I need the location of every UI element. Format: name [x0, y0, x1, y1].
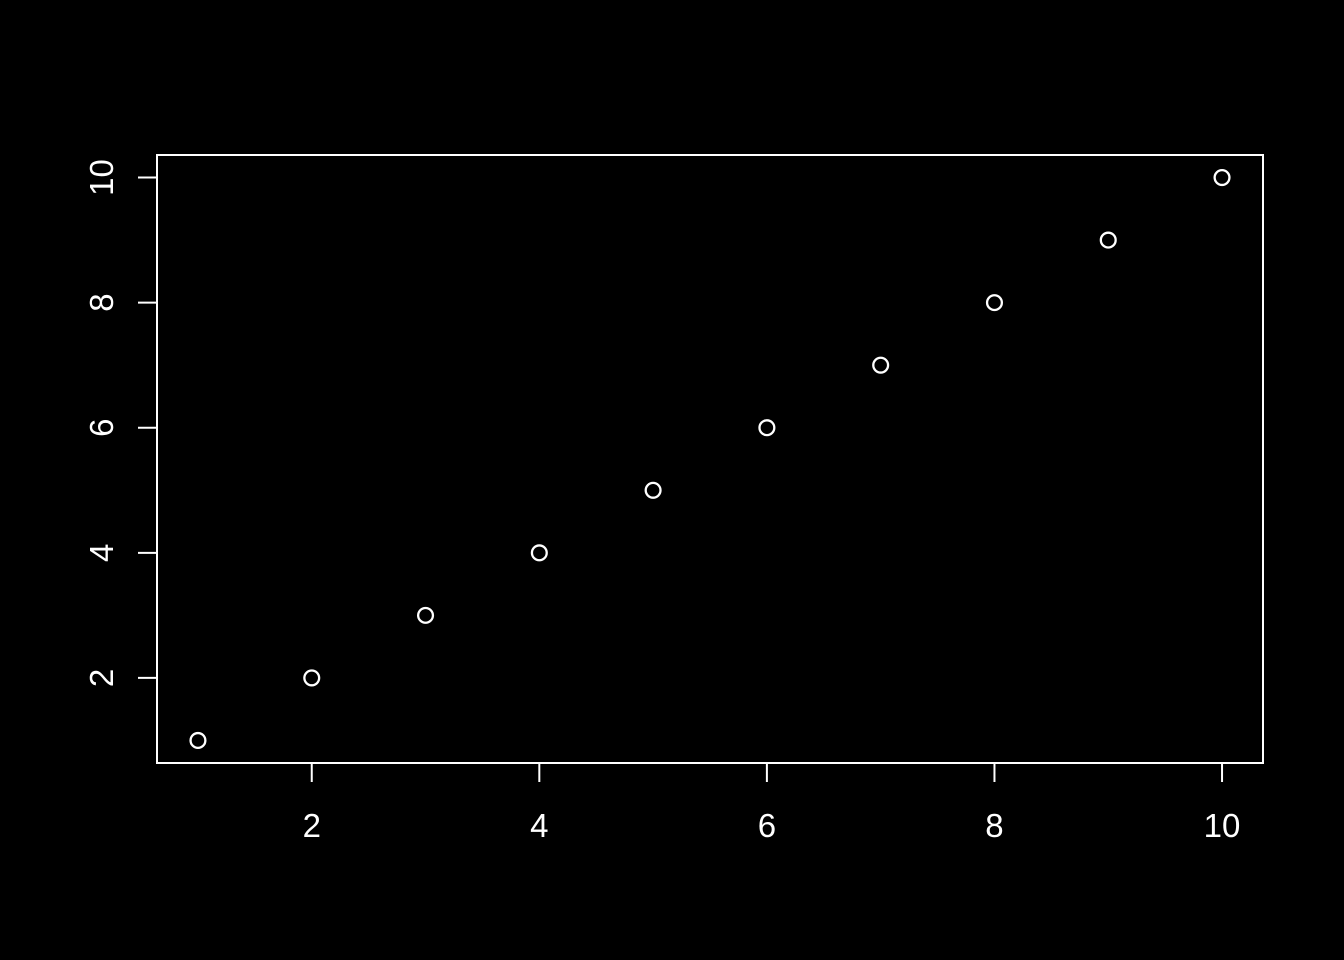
- data-point: [1099, 231, 1117, 249]
- y-tick-label: 10: [83, 159, 120, 196]
- data-point: [189, 731, 207, 750]
- y-tick-label: 2: [83, 669, 120, 687]
- data-point: [985, 294, 1004, 312]
- x-tick-label: 4: [530, 807, 548, 844]
- x-tick-label: 8: [985, 807, 1003, 844]
- data-point: [303, 669, 321, 687]
- x-tick-label: 6: [758, 807, 776, 844]
- x-tick-label: 2: [303, 807, 321, 844]
- data-point: [644, 481, 662, 499]
- data-point: [530, 544, 548, 562]
- data-point: [1213, 168, 1231, 187]
- y-tick-label: 6: [83, 419, 120, 437]
- data-point: [758, 419, 776, 437]
- data-point: [416, 606, 435, 624]
- y-tick-label: 4: [83, 544, 120, 562]
- y-tick-label: 8: [83, 293, 120, 311]
- plot-box: [156, 154, 1264, 764]
- data-point: [872, 356, 890, 374]
- x-tick-label: 10: [1204, 807, 1241, 844]
